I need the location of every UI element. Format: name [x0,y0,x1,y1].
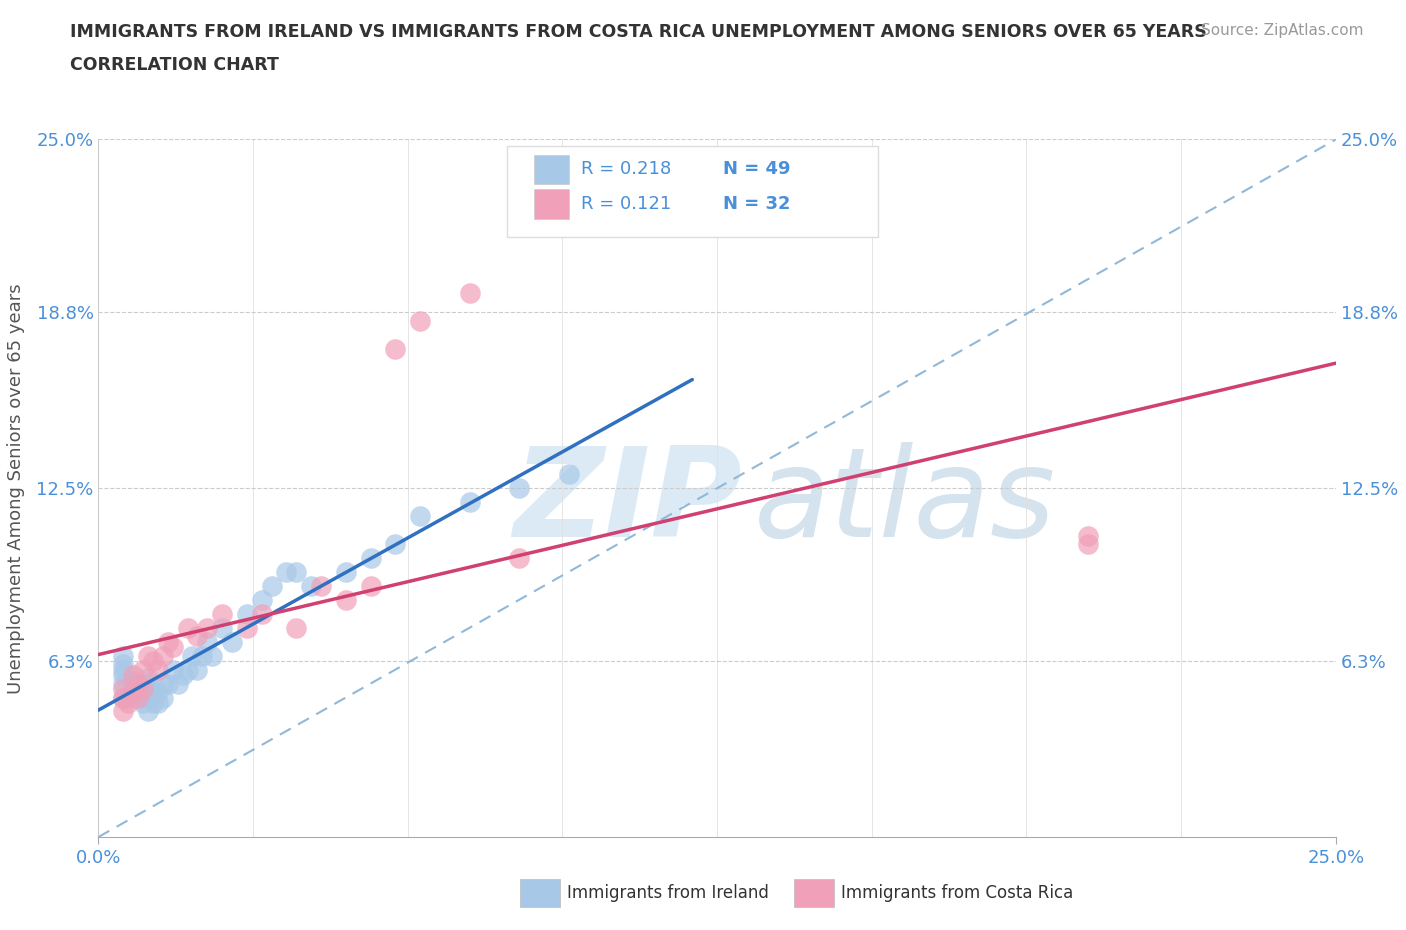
Point [132,682,155,697]
Point [142,684,165,699]
Point [181,648,204,663]
Text: Immigrants from Ireland: Immigrants from Ireland [567,884,769,902]
Point [136,690,159,705]
Point [384,537,406,551]
Point [186,629,208,644]
Point [112,704,135,719]
Point [127,690,149,705]
Point [458,495,481,510]
Point [176,662,198,677]
FancyBboxPatch shape [506,147,877,237]
Point [136,682,159,697]
Point [156,634,179,649]
Point [335,592,357,607]
Text: N = 49: N = 49 [723,161,790,179]
Point [127,676,149,691]
Text: CORRELATION CHART: CORRELATION CHART [70,56,280,73]
Point [112,682,135,697]
Point [236,620,259,635]
Point [211,620,233,635]
Point [236,606,259,621]
Point [112,648,135,663]
Point [122,673,145,688]
Point [557,467,579,482]
Point [162,662,184,677]
Point [136,704,159,719]
Text: R = 0.218: R = 0.218 [581,161,671,179]
Point [250,606,273,621]
Point [335,565,357,579]
Point [112,657,135,671]
Point [152,690,174,705]
Point [122,668,145,683]
Point [221,634,243,649]
Point [508,481,530,496]
Point [132,696,155,711]
Point [136,648,159,663]
Point [146,684,169,699]
Point [508,551,530,565]
Point [409,509,432,524]
Text: ZIP: ZIP [513,442,742,563]
Point [152,676,174,691]
Text: Source: ZipAtlas.com: Source: ZipAtlas.com [1201,23,1364,38]
Point [166,676,188,691]
Point [156,676,179,691]
Point [1077,537,1099,551]
Point [172,668,194,683]
Point [112,690,135,705]
Point [142,654,165,669]
Point [285,620,308,635]
Point [250,592,273,607]
Point [132,662,155,677]
Point [112,668,135,683]
Point [260,578,283,593]
Text: R = 0.121: R = 0.121 [581,195,671,213]
Point [201,648,224,663]
Point [152,648,174,663]
Text: atlas: atlas [754,442,1056,563]
Point [360,578,382,593]
Point [409,313,432,328]
Point [122,684,145,699]
Point [211,606,233,621]
Text: IMMIGRANTS FROM IRELAND VS IMMIGRANTS FROM COSTA RICA UNEMPLOYMENT AMONG SENIORS: IMMIGRANTS FROM IRELAND VS IMMIGRANTS FR… [70,23,1206,41]
Point [127,679,149,694]
Point [162,640,184,655]
Point [360,551,382,565]
Point [122,682,145,697]
Text: N = 32: N = 32 [723,195,790,213]
Point [142,696,165,711]
Point [309,578,332,593]
Point [112,690,135,705]
Point [176,620,198,635]
FancyBboxPatch shape [534,155,568,184]
Point [458,286,481,300]
Point [1077,528,1099,543]
Point [117,696,139,711]
Point [195,634,218,649]
Point [136,671,159,685]
Point [384,341,406,356]
Text: Immigrants from Costa Rica: Immigrants from Costa Rica [841,884,1073,902]
Point [276,565,298,579]
Point [122,690,145,705]
FancyBboxPatch shape [534,190,568,219]
Point [146,696,169,711]
Point [285,565,308,579]
Point [127,690,149,705]
Point [195,620,218,635]
Point [299,578,322,593]
Point [132,684,155,699]
Y-axis label: Unemployment Among Seniors over 65 years: Unemployment Among Seniors over 65 years [7,283,25,694]
Point [186,662,208,677]
Point [112,676,135,691]
Point [132,676,155,691]
Point [112,662,135,677]
Point [146,662,169,677]
Point [191,648,214,663]
